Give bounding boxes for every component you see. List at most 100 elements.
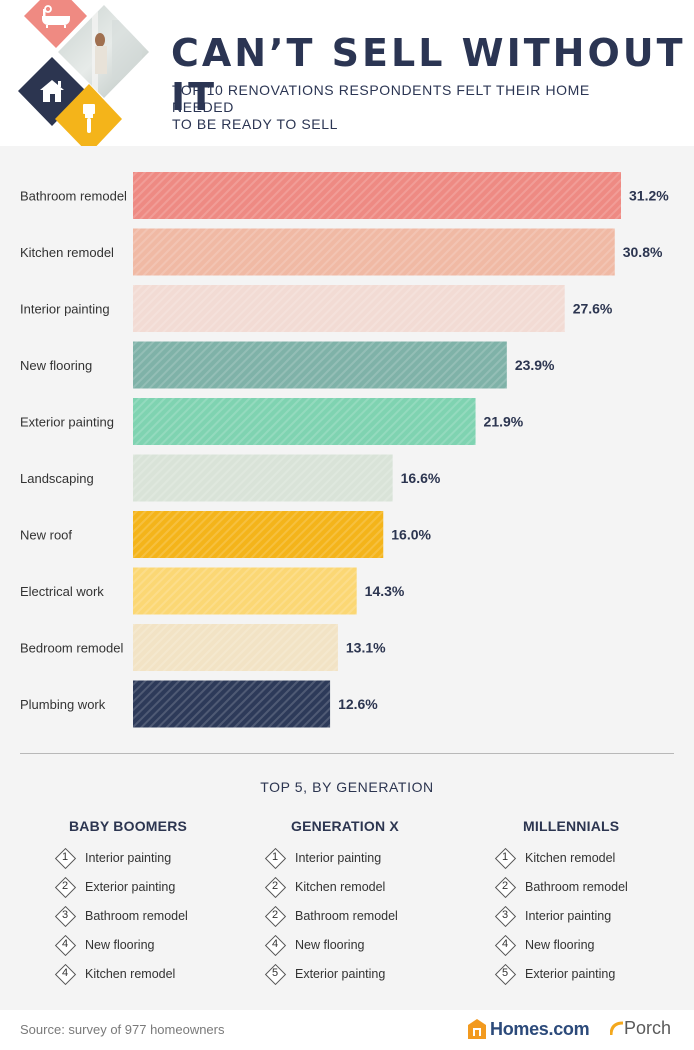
page-title: CAN’T SELL WITHOUT IT (171, 31, 686, 119)
rank-list-item: 2 Exterior painting (55, 872, 175, 901)
bar-hatch-texture (133, 398, 476, 445)
house-icon (18, 57, 86, 126)
rank-number: 3 (61, 908, 69, 921)
column-generation-x: GENERATION X (291, 818, 399, 847)
category-label: Interior painting (20, 302, 110, 317)
category-label: Landscaping (20, 471, 94, 486)
category-label: Exterior painting (20, 415, 114, 430)
bar-chart: Bathroom remodel 31.2% Kitchen remodel 30.8… (20, 172, 669, 728)
category-label: Electrical work (20, 584, 104, 599)
rank-label: Interior painting (295, 850, 382, 865)
header-icon-cluster (18, 0, 149, 154)
rank-diamond-icon: 2 (495, 877, 515, 897)
column-heading: GENERATION X (291, 818, 399, 834)
rank-label: New flooring (295, 937, 365, 952)
rank-number: 2 (271, 879, 279, 892)
photo-tile (58, 5, 149, 98)
rank-diamond-icon: 1 (55, 848, 75, 868)
rank-list-item: 2 Bathroom remodel (495, 872, 628, 901)
rank-label: Bathroom remodel (85, 908, 188, 923)
rank-list-item: 1 Interior painting (55, 843, 171, 872)
page-subtitle: TOP 10 RENOVATIONS RESPONDENTS FELT THEI… (172, 82, 652, 133)
rank-number: 1 (501, 850, 509, 863)
rank-list-item: 4 Kitchen remodel (55, 959, 175, 988)
rank-list-item: 5 Exterior painting (265, 959, 385, 988)
data-label: 30.8% (623, 244, 663, 260)
bar-hatch-texture (133, 285, 565, 332)
data-label: 31.2% (629, 188, 669, 204)
homes-logo-icon (468, 1019, 486, 1039)
rank-label: Exterior painting (525, 966, 616, 981)
bar-hatch-texture (133, 172, 621, 219)
column-millennials: MILLENNIALS (523, 818, 619, 847)
rank-list-item: 2 Kitchen remodel (265, 872, 385, 901)
category-label: Bedroom remodel (20, 641, 123, 656)
column-baby-boomers: BABY BOOMERS (69, 818, 187, 847)
bar-hatch-texture (133, 228, 615, 276)
bar-hatch-texture (133, 567, 357, 615)
data-label: 23.9% (515, 357, 555, 373)
rank-list-item: 3 Bathroom remodel (55, 901, 188, 930)
source-note: Source: survey of 977 homeowners (20, 1022, 225, 1037)
rank-diamond-icon: 2 (265, 877, 285, 897)
homes-com-logo: Homes.com (467, 1018, 590, 1040)
header: CAN’T SELL WITHOUT IT TOP 10 RENOVATIONS… (0, 0, 694, 154)
category-label: New flooring (20, 358, 92, 373)
rank-diamond-icon: 4 (495, 935, 515, 955)
paintbrush-icon (55, 84, 122, 154)
generation-section-title: TOP 5, BY GENERATION (260, 779, 434, 795)
rank-diamond-icon: 2 (55, 877, 75, 897)
bar-hatch-texture (133, 454, 393, 502)
category-label: Bathroom remodel (20, 189, 127, 204)
rank-diamond-icon: 1 (265, 848, 285, 868)
rank-diamond-icon: 2 (265, 906, 285, 926)
footer: Source: survey of 977 homeowners Homes.c… (0, 1010, 694, 1050)
rank-label: Kitchen remodel (525, 850, 616, 865)
subtitle-line-2: TO BE READY TO SELL (172, 116, 338, 132)
rank-number: 4 (501, 937, 509, 950)
category-label: Kitchen remodel (20, 245, 114, 260)
rank-list-item: 1 Kitchen remodel (495, 843, 615, 872)
rank-diamond-icon: 5 (265, 964, 285, 984)
rank-list-item: 4 New flooring (265, 930, 365, 959)
rank-diamond-icon: 4 (265, 935, 285, 955)
rank-label: New flooring (85, 937, 155, 952)
bar-hatch-texture (133, 341, 507, 389)
porch-logo: Porch (610, 1018, 671, 1039)
rank-number: 4 (61, 937, 69, 950)
bar-hatch-texture (133, 624, 338, 671)
rank-list-item: 3 Interior painting (495, 901, 611, 930)
data-label: 13.1% (346, 640, 386, 656)
data-label: 16.0% (391, 527, 431, 543)
rank-diamond-icon: 3 (55, 906, 75, 926)
subtitle-line-1: TOP 10 RENOVATIONS RESPONDENTS FELT THEI… (172, 82, 590, 115)
category-label: Plumbing work (20, 697, 106, 712)
rank-number: 4 (61, 966, 69, 979)
rank-list-item: 4 New flooring (495, 930, 595, 959)
rank-label: Bathroom remodel (525, 879, 628, 894)
porch-logo-text: Porch (624, 1018, 672, 1038)
rank-number: 2 (61, 879, 69, 892)
rank-diamond-icon: 4 (55, 935, 75, 955)
data-label: 16.6% (401, 470, 441, 486)
data-label: 12.6% (338, 696, 378, 712)
data-label: 27.6% (573, 301, 613, 317)
rank-number: 2 (271, 908, 279, 921)
bar-hatch-texture (133, 511, 384, 558)
rank-list-item: 1 Interior painting (265, 843, 381, 872)
bathtub-icon (24, 0, 87, 48)
rank-number: 4 (271, 937, 279, 950)
homes-logo-text: Homes.com (490, 1018, 590, 1039)
rank-diamond-icon: 3 (495, 906, 515, 926)
category-label: New roof (20, 528, 72, 543)
rank-label: Kitchen remodel (85, 966, 176, 981)
rank-diamond-icon: 1 (495, 848, 515, 868)
main-panel: Bathroom remodel 31.2% Kitchen remodel 30.8… (0, 146, 694, 1010)
rank-list-item: 4 New flooring (55, 930, 155, 959)
rank-label: Bathroom remodel (295, 908, 398, 923)
rank-label: Exterior painting (85, 879, 176, 894)
rank-number: 5 (501, 966, 509, 979)
rank-diamond-icon: 4 (55, 964, 75, 984)
rank-number: 2 (501, 879, 509, 892)
rank-list-item: 5 Exterior painting (495, 959, 615, 988)
